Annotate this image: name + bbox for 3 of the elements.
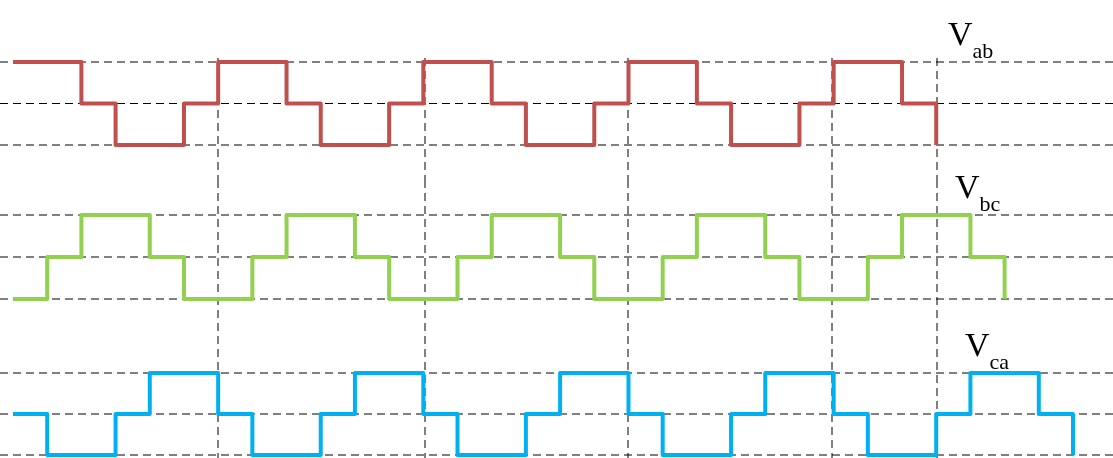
series-label: V$_{ca}$ [965, 326, 1010, 374]
series-label: V$_{ab}$ [948, 15, 994, 63]
series-label: V$_{bc}$ [955, 168, 1001, 216]
